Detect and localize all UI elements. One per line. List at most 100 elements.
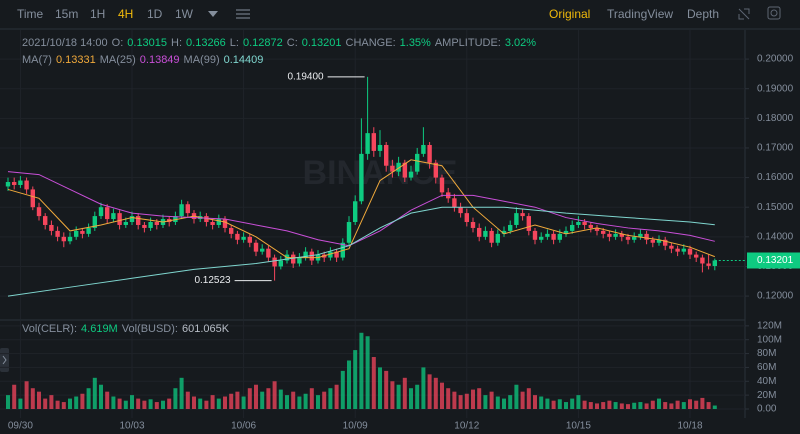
candle-body <box>421 144 426 154</box>
volume-bar <box>12 384 17 409</box>
interval-button[interactable]: 15m <box>55 7 79 21</box>
volume-bar <box>452 391 457 409</box>
interval-button[interactable]: 1H <box>90 7 106 21</box>
y-tick-label: 80M <box>757 348 776 359</box>
legend-label: O: <box>111 37 124 49</box>
ma-value: 0.14409 <box>223 54 264 66</box>
candle-body <box>588 224 593 228</box>
ma-name: MA(25) <box>99 54 136 66</box>
y-tick-label: 60M <box>757 362 776 373</box>
candle-body <box>222 219 228 228</box>
ohlc-legend: 2021/10/18 14:00 O: 0.13015 H: 0.13266 L: 0.12… <box>22 37 540 49</box>
y-tick-label: 20M <box>757 390 776 401</box>
volume-bar <box>489 391 494 409</box>
volume-bar <box>254 384 258 409</box>
volume-bar <box>278 389 283 409</box>
y-tick-label: 40M <box>757 376 776 387</box>
view-tab[interactable]: Depth <box>687 7 720 21</box>
volume-bar <box>49 395 54 409</box>
candle-body <box>92 216 97 228</box>
volume-bar <box>706 402 711 409</box>
interval-button[interactable]: 1D <box>147 7 163 21</box>
candle-body <box>675 248 680 252</box>
volume-bar <box>192 396 196 409</box>
camera-icon[interactable] <box>767 6 781 20</box>
candle-body <box>706 263 711 266</box>
candle-body <box>539 236 544 240</box>
candle-body <box>545 233 550 237</box>
candle-body <box>266 248 271 258</box>
volume-bar <box>613 402 618 409</box>
candle-body <box>371 133 376 151</box>
volume-bar <box>235 391 240 409</box>
volume-bar <box>694 400 699 409</box>
view-tab[interactable]: Original <box>549 7 591 21</box>
candle-body <box>179 204 184 217</box>
volume-bar <box>285 395 289 409</box>
candle-body <box>433 162 438 178</box>
candle-body <box>346 222 352 243</box>
volume-bar <box>663 402 668 409</box>
candle-body <box>229 227 234 234</box>
volume-bar <box>619 403 624 409</box>
interval-button[interactable]: 1W <box>175 7 193 21</box>
candle-body <box>669 245 674 249</box>
x-tick-label: 10/06 <box>231 421 256 432</box>
volume-bar <box>650 400 655 409</box>
volume-bar <box>105 391 110 409</box>
volume-bar <box>340 370 345 409</box>
side-toggle[interactable] <box>0 348 9 372</box>
volume-bar <box>291 391 296 409</box>
more-intervals[interactable] <box>208 11 218 17</box>
x-tick-label: 10/18 <box>677 421 702 432</box>
legend-value: 0.13015 <box>127 37 168 49</box>
annotation-label: 0.19400 <box>287 71 324 82</box>
volume-bar <box>216 398 221 409</box>
volume-bar <box>688 399 692 409</box>
legend-label: H: <box>171 37 183 49</box>
volume-bar <box>564 402 568 409</box>
volume-bar <box>353 350 358 409</box>
candle-body <box>359 153 364 202</box>
volume-bar <box>458 395 463 409</box>
volume-bar <box>588 402 593 409</box>
volume-bar <box>520 391 525 409</box>
volume-bar <box>167 398 172 409</box>
volume-bar <box>502 398 506 409</box>
legend-value: 0.12872 <box>242 37 283 49</box>
volume-bar <box>384 370 389 409</box>
volume-bar <box>365 336 370 409</box>
candle-body <box>663 239 668 246</box>
volume-bar <box>396 384 401 409</box>
candle-body <box>489 230 494 243</box>
candle-body <box>551 233 556 240</box>
volume-legend: Vol(CELR): 4.619M Vol(BUSD): 601.065K <box>22 323 233 335</box>
volume-bar <box>297 396 302 409</box>
volume-bar <box>582 400 587 409</box>
ma-line <box>7 171 715 247</box>
candle-body <box>601 230 606 234</box>
candle-body <box>173 216 178 223</box>
candle-body <box>557 233 562 240</box>
candle-body <box>681 248 686 252</box>
candle-body <box>650 239 655 243</box>
candle-body <box>508 224 513 231</box>
ma-name: MA(7) <box>22 54 52 66</box>
candle-body <box>210 222 215 225</box>
volume-bar <box>607 400 612 409</box>
candle-body <box>30 189 35 208</box>
candle-body <box>309 251 314 261</box>
volume-bar <box>545 398 550 409</box>
interval-button[interactable]: 4H <box>118 7 134 21</box>
volume-bar <box>316 395 320 409</box>
y-tick-label: 0.20000 <box>757 54 794 65</box>
settings-icon[interactable] <box>236 9 250 19</box>
view-tab[interactable]: TradingView <box>607 7 674 21</box>
expand-icon[interactable] <box>738 8 750 20</box>
volume-bar <box>86 388 91 409</box>
y-tick-label: 120M <box>757 320 782 331</box>
candle-body <box>501 230 507 234</box>
legend-label: L: <box>229 37 239 49</box>
volume-bar <box>626 404 630 409</box>
